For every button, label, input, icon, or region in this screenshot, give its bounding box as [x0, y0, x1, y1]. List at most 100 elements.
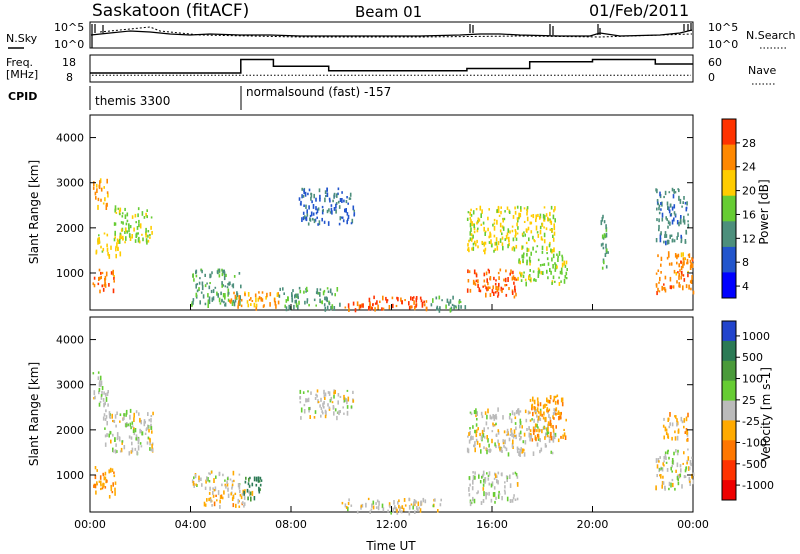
velocity-cell [670, 482, 672, 488]
velocity-cell [99, 475, 102, 480]
power-cell [397, 297, 399, 302]
velocity-cell [133, 427, 135, 431]
power-cell [537, 274, 540, 278]
power-cell [240, 298, 243, 302]
power-cell [382, 295, 384, 301]
power-cell [97, 240, 99, 245]
power-colorbar-tick-label: 4 [742, 280, 749, 293]
velocity-colorbar-swatch [722, 321, 736, 342]
power-cell [110, 245, 112, 250]
power-cell [496, 209, 498, 213]
power-cell [115, 253, 117, 259]
power-cell [122, 238, 124, 241]
power-cell [103, 232, 106, 235]
power-cell [565, 271, 568, 276]
power-cell [291, 294, 293, 299]
velocity-cell [536, 433, 539, 438]
power-cell [499, 229, 502, 233]
velocity-cell [317, 401, 320, 404]
velocity-cell [206, 476, 208, 482]
power-cell [655, 238, 658, 243]
power-cell [470, 219, 472, 223]
velocity-cell [539, 438, 541, 443]
power-cell [282, 287, 284, 291]
power-cell [316, 292, 319, 295]
power-cell [358, 304, 361, 310]
velocity-cell [523, 432, 526, 437]
power-cell [233, 275, 236, 278]
power-cell [291, 298, 294, 303]
velocity-cell [532, 451, 535, 456]
power-cell [543, 239, 546, 244]
power-cell [658, 228, 660, 232]
power-cell [550, 270, 552, 275]
velocity-cell [109, 467, 112, 473]
power-cell [114, 230, 116, 236]
velocity-cell [545, 403, 548, 407]
velocity-cell [331, 401, 334, 404]
power-cell [507, 277, 509, 282]
velocity-cell [655, 458, 658, 463]
power-cell [607, 251, 609, 254]
power-cell [549, 228, 552, 231]
power-cell [331, 210, 333, 215]
power-cell [497, 285, 500, 291]
velocity-cell [475, 438, 478, 442]
velocity-cell [249, 491, 252, 496]
power-cell [663, 286, 666, 291]
velocity-cell [494, 472, 496, 476]
power-cell [315, 212, 318, 215]
velocity-cell [547, 431, 550, 435]
power-cell [483, 272, 486, 277]
power-cell [255, 297, 257, 303]
power-cell [115, 211, 118, 214]
power-cell [93, 283, 96, 288]
noise-tick-bottom-right: 10^0 [708, 38, 738, 51]
power-cell [475, 208, 478, 211]
power-cell [145, 227, 147, 233]
velocity-cell [115, 443, 117, 447]
power-cell [522, 258, 524, 263]
power-cell [324, 190, 327, 194]
x-axis: 00:00 04:00 08:00 12:00 16:00 20:00 00:00 [74, 304, 709, 531]
power-cell [234, 299, 237, 303]
velocity-cell [477, 427, 479, 431]
power-cell [294, 299, 297, 304]
power-cell [505, 269, 507, 273]
power-cell [125, 227, 127, 233]
power-cell [229, 299, 231, 303]
power-cell [306, 300, 308, 304]
velocity-cell [150, 426, 153, 430]
velocity-cell [664, 485, 666, 489]
velocity-cell [541, 413, 543, 417]
power-cell [299, 289, 302, 294]
power-colorbar-swatch [722, 170, 736, 197]
velocity-cell [676, 435, 679, 441]
velocity-cell [138, 412, 140, 416]
power-cell [550, 248, 552, 253]
velocity-cell [112, 449, 115, 453]
power-cell [514, 210, 517, 215]
power-cell [212, 289, 215, 293]
power-cell [240, 304, 243, 308]
velocity-cell [479, 432, 481, 437]
velocity-cell [523, 448, 525, 452]
velocity-cell [258, 488, 261, 494]
velocity-cell [321, 410, 323, 413]
velocity-cell [112, 433, 114, 437]
velocity-cell [106, 433, 108, 437]
power-cell [204, 273, 206, 277]
velocity-cell [231, 487, 233, 490]
power-cell [326, 192, 329, 197]
velocity-cell [665, 431, 668, 436]
x-tick-label: 08:00 [275, 518, 307, 531]
power-cell [244, 293, 246, 297]
velocity-cell [418, 506, 421, 509]
power-cell [552, 249, 554, 253]
power-cell [514, 234, 517, 238]
velocity-cell [662, 462, 664, 466]
power-cell [512, 215, 515, 219]
velocity-cell [195, 483, 197, 486]
velocity-cell [548, 408, 551, 412]
power-cell [484, 250, 486, 255]
